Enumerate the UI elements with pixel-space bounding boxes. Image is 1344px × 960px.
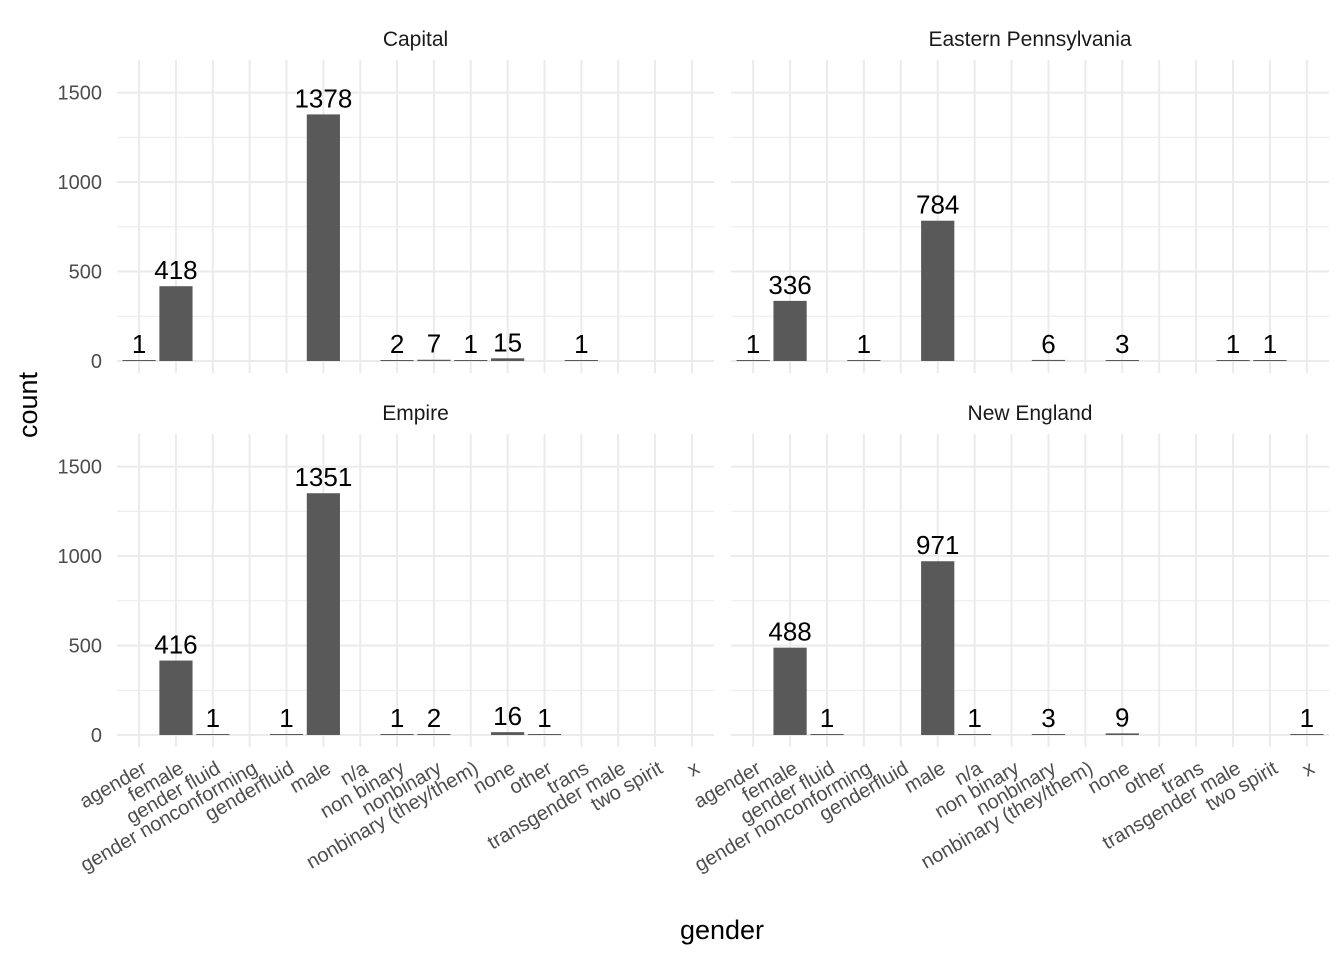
value-label: 1	[206, 703, 220, 733]
value-label: 336	[768, 270, 811, 300]
y-tick-label: 1500	[58, 83, 103, 105]
value-label: 1378	[294, 83, 352, 113]
y-tick-label: 500	[69, 262, 102, 284]
y-tick-label: 1000	[58, 546, 103, 568]
value-label: 16	[493, 701, 522, 731]
y-tick-label: 1500	[58, 457, 103, 479]
bar	[159, 286, 193, 361]
value-label: 7	[427, 329, 441, 359]
x-axis-title: gender	[680, 915, 764, 945]
bar	[847, 360, 881, 361]
bar	[921, 220, 955, 361]
facet-title: Eastern Pennsylvania	[928, 28, 1131, 51]
y-tick-label: 1000	[58, 172, 103, 194]
value-label: 1	[857, 329, 871, 359]
value-label: 1	[574, 329, 588, 359]
bar	[1105, 733, 1139, 735]
bar	[1290, 734, 1324, 735]
bar	[810, 734, 844, 735]
value-label: 1	[390, 703, 404, 733]
bar	[773, 300, 807, 361]
bar	[958, 734, 992, 735]
value-label: 6	[1041, 329, 1055, 359]
value-label: 1	[279, 703, 293, 733]
value-label: 971	[916, 530, 959, 560]
x-tick-label: x	[684, 757, 704, 781]
bar	[269, 734, 304, 735]
value-label: 3	[1041, 703, 1055, 733]
bar	[454, 360, 488, 361]
value-label: 2	[427, 703, 441, 733]
value-label: 488	[768, 617, 811, 647]
x-tick-label: x	[1299, 757, 1319, 781]
bar	[417, 359, 451, 361]
bar	[564, 360, 598, 361]
bar	[491, 358, 525, 361]
value-label: 1	[1300, 703, 1314, 733]
value-label: 1	[746, 329, 760, 359]
bar	[1253, 360, 1287, 361]
value-label: 3	[1115, 329, 1129, 359]
x-tick-label: male	[286, 757, 335, 798]
bar	[1031, 734, 1066, 735]
facet-title: Empire	[382, 402, 449, 425]
value-label: 784	[916, 190, 959, 220]
bar	[380, 360, 414, 361]
bar	[527, 734, 562, 735]
bar	[1031, 359, 1066, 361]
value-label: 1	[1263, 329, 1277, 359]
value-label: 9	[1115, 702, 1129, 732]
bar	[1105, 360, 1139, 361]
bar	[417, 734, 451, 735]
value-label: 1	[464, 329, 478, 359]
facet-title: Capital	[383, 28, 448, 51]
value-label: 2	[390, 329, 404, 359]
bar	[380, 734, 414, 735]
y-tick-label: 0	[91, 351, 102, 373]
bar	[122, 360, 156, 361]
facet-title: New England	[968, 402, 1093, 425]
value-label: 1	[537, 703, 551, 733]
bar	[921, 561, 955, 735]
y-tick-label: 500	[69, 636, 102, 658]
x-tick-label: male	[901, 757, 950, 798]
value-label: 418	[154, 255, 197, 285]
value-label: 1	[1226, 329, 1240, 359]
bar	[736, 360, 770, 361]
bar	[773, 647, 807, 735]
bar	[491, 732, 525, 735]
bar	[1216, 360, 1250, 361]
value-label: 1	[820, 703, 834, 733]
bar	[306, 114, 340, 362]
value-label: 15	[493, 327, 522, 357]
y-tick-label: 0	[91, 725, 102, 747]
value-label: 1	[967, 703, 981, 733]
value-label: 1	[132, 329, 146, 359]
value-label: 416	[154, 630, 197, 660]
y-axis-title: count	[13, 371, 43, 438]
panel: New England 488 1 971 1 3 9 1	[731, 402, 1329, 747]
bar	[306, 493, 340, 735]
bar	[159, 660, 193, 735]
value-label: 1351	[294, 462, 352, 492]
bar	[196, 734, 230, 735]
